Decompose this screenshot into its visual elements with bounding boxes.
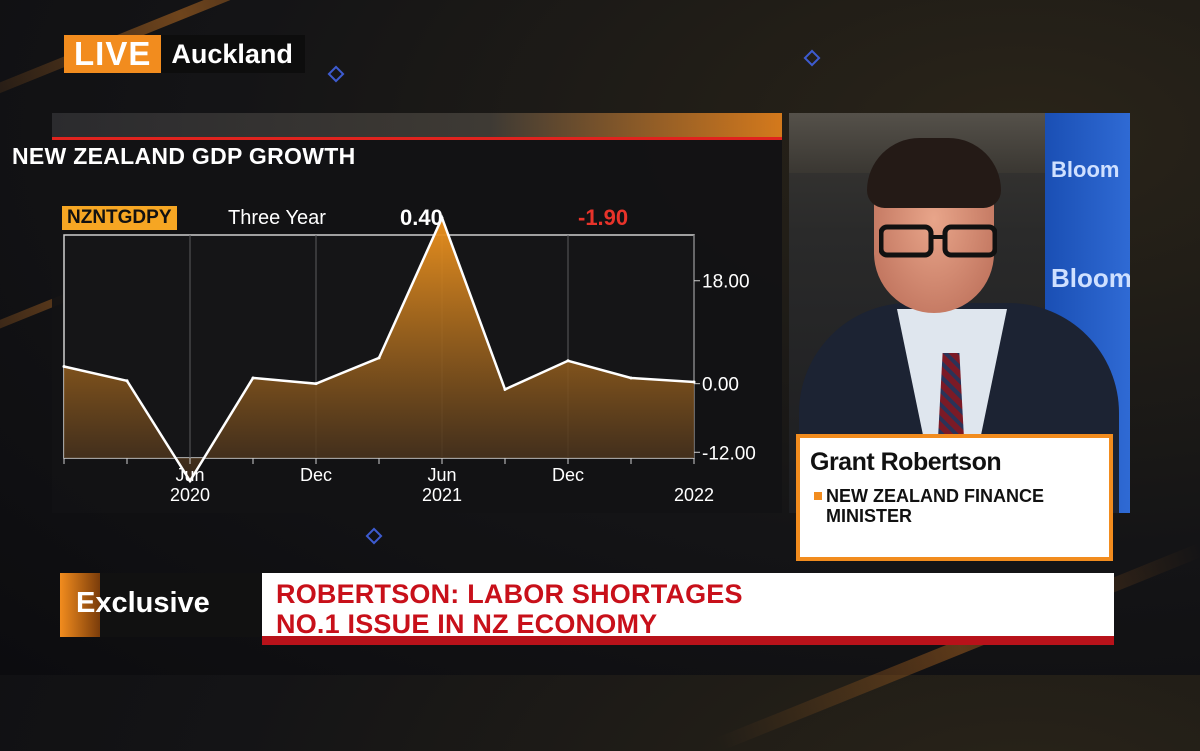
data-point <box>62 365 66 369</box>
x-tick-label: Dec <box>552 465 584 485</box>
live-location: Auckland <box>161 35 305 73</box>
exclusive-label: Exclusive <box>76 587 210 619</box>
headline-text: ROBERTSON: LABOR SHORTAGES NO.1 ISSUE IN… <box>276 579 743 639</box>
change-value: -1.90 <box>578 205 629 230</box>
x-tick-label: Dec <box>300 465 332 485</box>
backdrop-logo: Bloom <box>1051 157 1120 182</box>
role-bullet-icon <box>814 492 822 500</box>
y-tick-label: 0.00 <box>702 375 739 396</box>
x-tick-year: 2020 <box>170 485 210 505</box>
guest-nameplate: Grant Robertson NEW ZEALAND FINANCE MINI… <box>796 434 1113 561</box>
data-point <box>377 356 381 360</box>
y-axis-ticks: 18.00 0.00 -12.00 <box>694 272 756 464</box>
backdrop-logo: Bloom <box>1051 263 1130 293</box>
panel-header-stripe <box>52 113 782 137</box>
data-point <box>251 376 255 380</box>
exclusive-tag: Exclusive <box>60 573 260 637</box>
headline-line-1: ROBERTSON: LABOR SHORTAGES <box>276 579 743 609</box>
last-value: 0.40 <box>400 205 443 230</box>
data-point <box>314 382 318 386</box>
data-point <box>566 359 570 363</box>
series-area <box>64 217 694 481</box>
headline-box: ROBERTSON: LABOR SHORTAGES NO.1 ISSUE IN… <box>262 573 1114 645</box>
live-label: LIVE <box>64 35 162 73</box>
panel-divider <box>52 137 782 140</box>
data-point <box>503 387 507 391</box>
live-badge: LIVE Auckland <box>64 35 305 73</box>
guest-hair <box>867 138 1001 208</box>
y-tick-label: -12.00 <box>702 443 756 464</box>
period-label: Three Year <box>228 207 326 229</box>
x-tick-label: Jun <box>427 465 456 485</box>
x-tick-year: 2022 <box>674 485 714 505</box>
y-tick-label: 18.00 <box>702 272 750 293</box>
guest-role: NEW ZEALAND FINANCE MINISTER <box>826 486 1044 526</box>
headline-line-2: NO.1 ISSUE IN NZ ECONOMY <box>276 609 658 639</box>
chart-title: NEW ZEALAND GDP GROWTH <box>12 143 356 169</box>
x-tick-label: Jun <box>175 465 204 485</box>
data-point <box>440 216 444 220</box>
glasses-icon <box>879 224 997 258</box>
guest-name: Grant Robertson <box>810 448 1002 476</box>
data-point <box>692 380 696 384</box>
ticker-symbol: NZNTGDPY <box>62 206 177 230</box>
data-point <box>629 376 633 380</box>
data-point <box>125 379 129 383</box>
data-point <box>188 479 192 483</box>
x-tick-year: 2021 <box>422 485 462 505</box>
headline-underline <box>262 636 1114 645</box>
